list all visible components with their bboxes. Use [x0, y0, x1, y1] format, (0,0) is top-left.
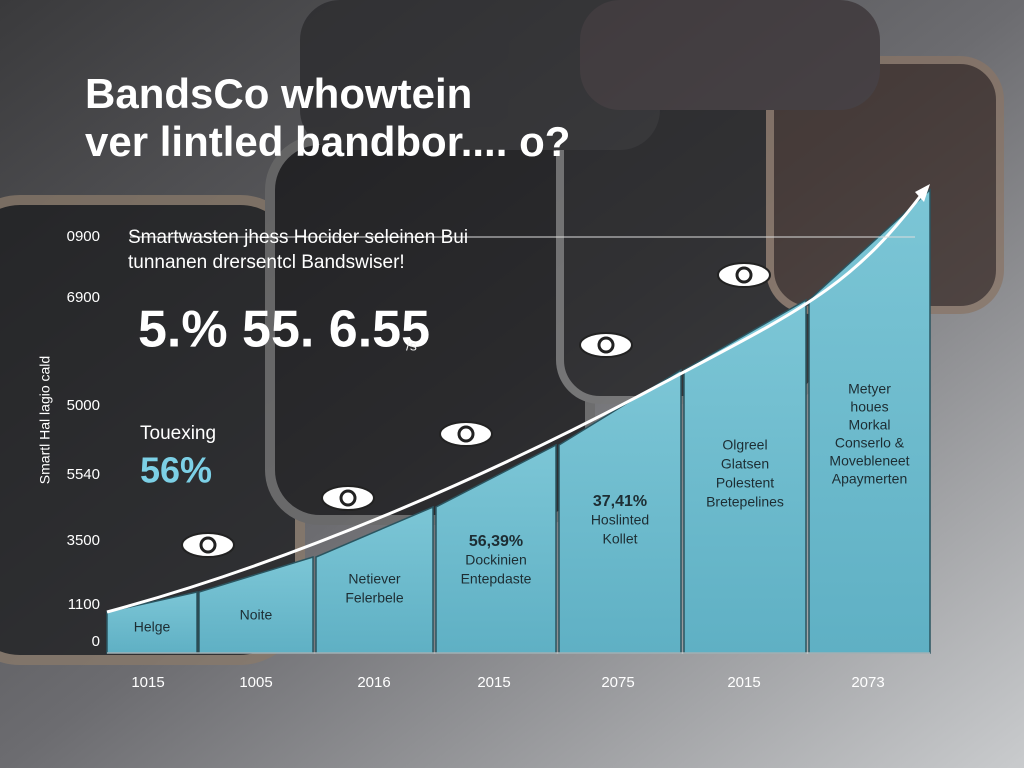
eye-pupil	[597, 336, 615, 354]
x-tick-label: 1005	[239, 674, 272, 691]
y-tick-label: 0900	[67, 228, 100, 245]
bar-label: 37,41%	[593, 493, 647, 510]
bar-label: Noite	[240, 607, 273, 623]
headline-stat: 5.% 55. 6.55	[138, 301, 430, 359]
y-tick-label: 5000	[67, 397, 100, 414]
bar-label: houes	[850, 399, 888, 415]
y-tick-label: 0	[92, 633, 100, 650]
bar-label: Apaymerten	[832, 471, 907, 487]
eye-pupil	[735, 266, 753, 284]
bar-label: Conserlo &	[835, 435, 905, 451]
y-tick-label: 3500	[67, 532, 100, 549]
eye-pupil	[339, 489, 357, 507]
bar-label: Kollet	[602, 531, 637, 547]
y-tick-label: 5540	[67, 466, 100, 483]
bar-label: 56,39%	[469, 533, 523, 550]
headline-suffix: /s	[406, 338, 417, 354]
ticks: 0900 6900 5000 5540 3500 1100 0 1015 1005 2016 201…	[67, 228, 885, 691]
x-tick-label: 2015	[477, 674, 510, 691]
eye-icon	[321, 485, 375, 511]
subtitle: tunnanen drersentcl Bandswiser!	[128, 252, 405, 273]
x-tick-label: 2016	[357, 674, 390, 691]
title: BandsCo whowtein	[85, 70, 472, 117]
bar-label: Dockinien	[465, 552, 526, 568]
subtitle: Smartwasten jhess Hocider seleinen Bui	[128, 227, 468, 248]
bar-label: Felerbele	[345, 590, 404, 606]
y-tick-label: 1100	[68, 596, 100, 613]
bar-label: Helge	[134, 619, 171, 635]
eye-pupil	[457, 425, 475, 443]
eye-icon	[579, 332, 633, 358]
side-stat-value: 56%	[140, 450, 212, 491]
y-tick-label: 6900	[67, 289, 100, 306]
eye-pupil	[199, 536, 217, 554]
bar-label: Entepdaste	[461, 571, 532, 587]
x-tick-label: 2015	[727, 674, 760, 691]
trend-line	[106, 189, 927, 614]
x-tick-label: 2075	[601, 674, 634, 691]
bar-label: Olgreel	[722, 437, 767, 453]
bar-label: Netiever	[348, 571, 400, 587]
icons	[181, 262, 771, 558]
bar-label: Morkal	[848, 417, 890, 433]
bar-label: Movebleneet	[829, 453, 909, 469]
bar-label: Metyer	[848, 381, 891, 397]
title: ver lintled bandbor.... o?	[85, 118, 570, 165]
bar-label: Bretepelines	[706, 494, 784, 510]
trend-arrow	[915, 184, 930, 202]
bar-label: Hoslinted	[591, 512, 649, 528]
eye-icon	[717, 262, 771, 288]
bar-label: Polestent	[716, 475, 774, 491]
y-axis-label: Smartl Hal lagio cald	[37, 356, 53, 484]
bars: Helge Noite Netiever Felerbele 56,39% Dockini…	[106, 188, 931, 654]
bar-label: Glatsen	[721, 456, 769, 472]
side-stat-label: Touexing	[140, 423, 216, 444]
eye-icon	[439, 421, 493, 447]
x-tick-label: 2073	[851, 674, 884, 691]
x-tick-label: 1015	[131, 674, 164, 691]
eye-icon	[181, 532, 235, 558]
